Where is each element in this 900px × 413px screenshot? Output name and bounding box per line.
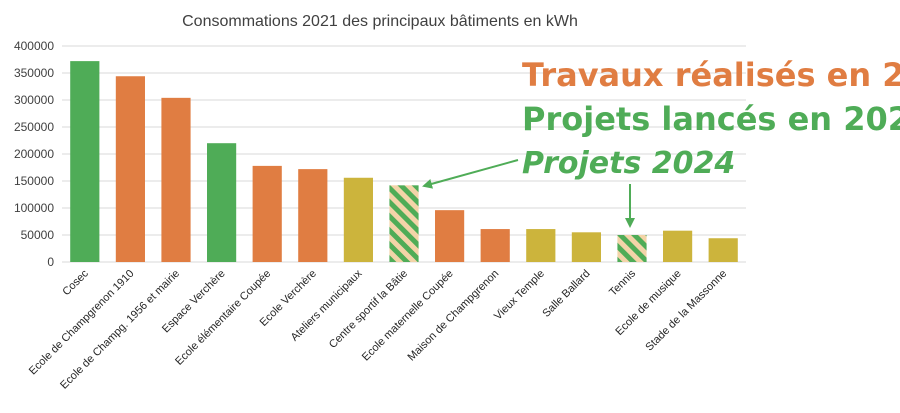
y-tick-label: 200000	[14, 147, 54, 161]
x-tick-label: Salle Ballard	[540, 268, 592, 320]
bar-centre-sportif-la-bâtie	[389, 185, 419, 262]
bar-ecole-de-musique	[663, 230, 693, 262]
x-tick-label: Maison de Champgrenon	[405, 268, 501, 364]
y-tick-label: 300000	[14, 93, 54, 107]
bar-ecole-élémentaire-coupée	[252, 165, 282, 262]
y-tick-label: 150000	[14, 174, 54, 188]
y-tick-label: 400000	[14, 39, 54, 53]
x-tick-label: Cosec	[60, 267, 91, 298]
y-tick-label: 0	[47, 255, 54, 269]
bar-maison-de-champgrenon	[480, 229, 510, 262]
y-tick-label: 350000	[14, 66, 54, 80]
x-tick-label: Stade de la Massonne	[643, 268, 729, 354]
annotation-projets-2023: Projets lancés en 2023	[522, 100, 900, 138]
bars	[70, 61, 738, 263]
x-tick-label: Ecole maternelle Coupée	[360, 268, 456, 364]
annotation-projets-2024: Projets 2024	[522, 146, 735, 181]
bar-ecole-maternelle-coupée	[435, 210, 465, 262]
bar-stade-de-la-massonne	[708, 238, 738, 262]
bar-salle-ballard	[571, 232, 601, 262]
chart-title: Consommations 2021 des principaux bâtime…	[182, 13, 578, 30]
y-axis-ticks: 0 50000 100000 150000 200000 250000 300000 3500…	[14, 39, 54, 269]
x-tick-label: Tennis	[607, 267, 638, 298]
x-tick-label: Ecole élémentaire Coupée	[173, 268, 273, 368]
x-tick-label: Centre sportif la Bâtie	[327, 268, 410, 351]
annotation-travaux-2022: Travaux réalisés en 2022	[522, 56, 900, 94]
bar-cosec	[70, 61, 100, 263]
bar-ecole-de-champg-1956-et-mairie	[161, 97, 191, 262]
bar-vieux-temple	[526, 229, 556, 262]
bar-tennis	[617, 235, 647, 262]
bar-espace-verchère	[207, 143, 237, 262]
y-tick-label: 250000	[14, 120, 54, 134]
annotation-block: Travaux réalisés en 2022 Projets lancés …	[522, 56, 900, 181]
bar-ecole-de-champgrenon-1910	[115, 76, 145, 263]
arrow-to-centre-sportif	[422, 159, 519, 189]
y-tick-label: 50000	[21, 228, 55, 242]
y-tick-label: 100000	[14, 201, 54, 215]
bar-ateliers-municipaux	[343, 177, 373, 262]
bar-ecole-verchère	[298, 169, 328, 262]
